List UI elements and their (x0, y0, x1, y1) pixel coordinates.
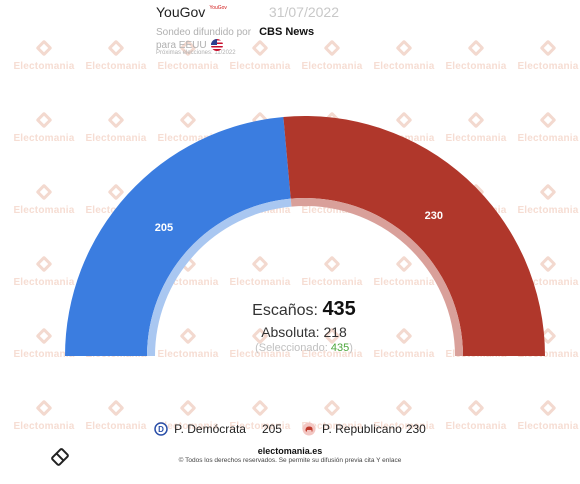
poll-date: 31/07/2022 (268, 4, 339, 20)
published-by-label: Sondeo difundido por (156, 27, 252, 38)
next-elections: Próximas elecciones: 11/2022 (156, 50, 236, 56)
selected-close: ) (349, 342, 353, 354)
selected-arc-democrat (147, 198, 292, 356)
selected-label: (Seleccionado: (255, 342, 331, 354)
democrat-donkey-icon: D (154, 422, 168, 436)
footer: electomania.es © Todos los derechos rese… (0, 446, 580, 464)
legend-item-republican[interactable]: P. Republicano 230 (302, 422, 426, 436)
legend-value-republican: 230 (405, 422, 426, 436)
seat-label-democrat: 205 (155, 222, 173, 234)
seats-total: 435 (322, 298, 356, 320)
seat-arc-republican[interactable] (283, 116, 546, 356)
selected-value: 435 (330, 342, 350, 354)
seat-arc-democrat[interactable] (65, 116, 291, 357)
svg-text:D: D (158, 425, 164, 434)
majority-label: Absoluta: 218 (261, 324, 347, 340)
poll-header: YouGov YouGov 31/07/2022 Sondeo difundid… (156, 4, 486, 56)
seat-summary: Escaños: 435 Absoluta: 218 (Seleccionado… (200, 298, 408, 354)
legend-label-republican: P. Republicano (321, 422, 402, 436)
media-name: CBS News (259, 26, 315, 38)
legend-label-democrat: P. Demócrata (174, 422, 246, 436)
electomania-logo-icon (51, 448, 69, 466)
republican-elephant-icon (302, 422, 316, 436)
copyright-text: © Todos los derechos reservados. Se perm… (178, 457, 402, 464)
pollster-logo: YouGov (209, 5, 227, 11)
legend-value-democrat: 205 (261, 422, 282, 436)
selected-seats: (Seleccionado: 435) (200, 342, 408, 354)
pollster-name: YouGov (156, 4, 206, 20)
chart-legend: D P. Demócrata 205 P. Republicano 230 (0, 422, 580, 436)
seats-label: Escaños: (252, 302, 318, 319)
usa-flag-icon (210, 39, 223, 51)
site-name[interactable]: electomania.es (257, 446, 323, 456)
legend-item-democrat[interactable]: D P. Demócrata 205 (154, 422, 282, 436)
region-label: para EEUU (156, 39, 207, 51)
seat-label-republican: 230 (425, 210, 443, 222)
